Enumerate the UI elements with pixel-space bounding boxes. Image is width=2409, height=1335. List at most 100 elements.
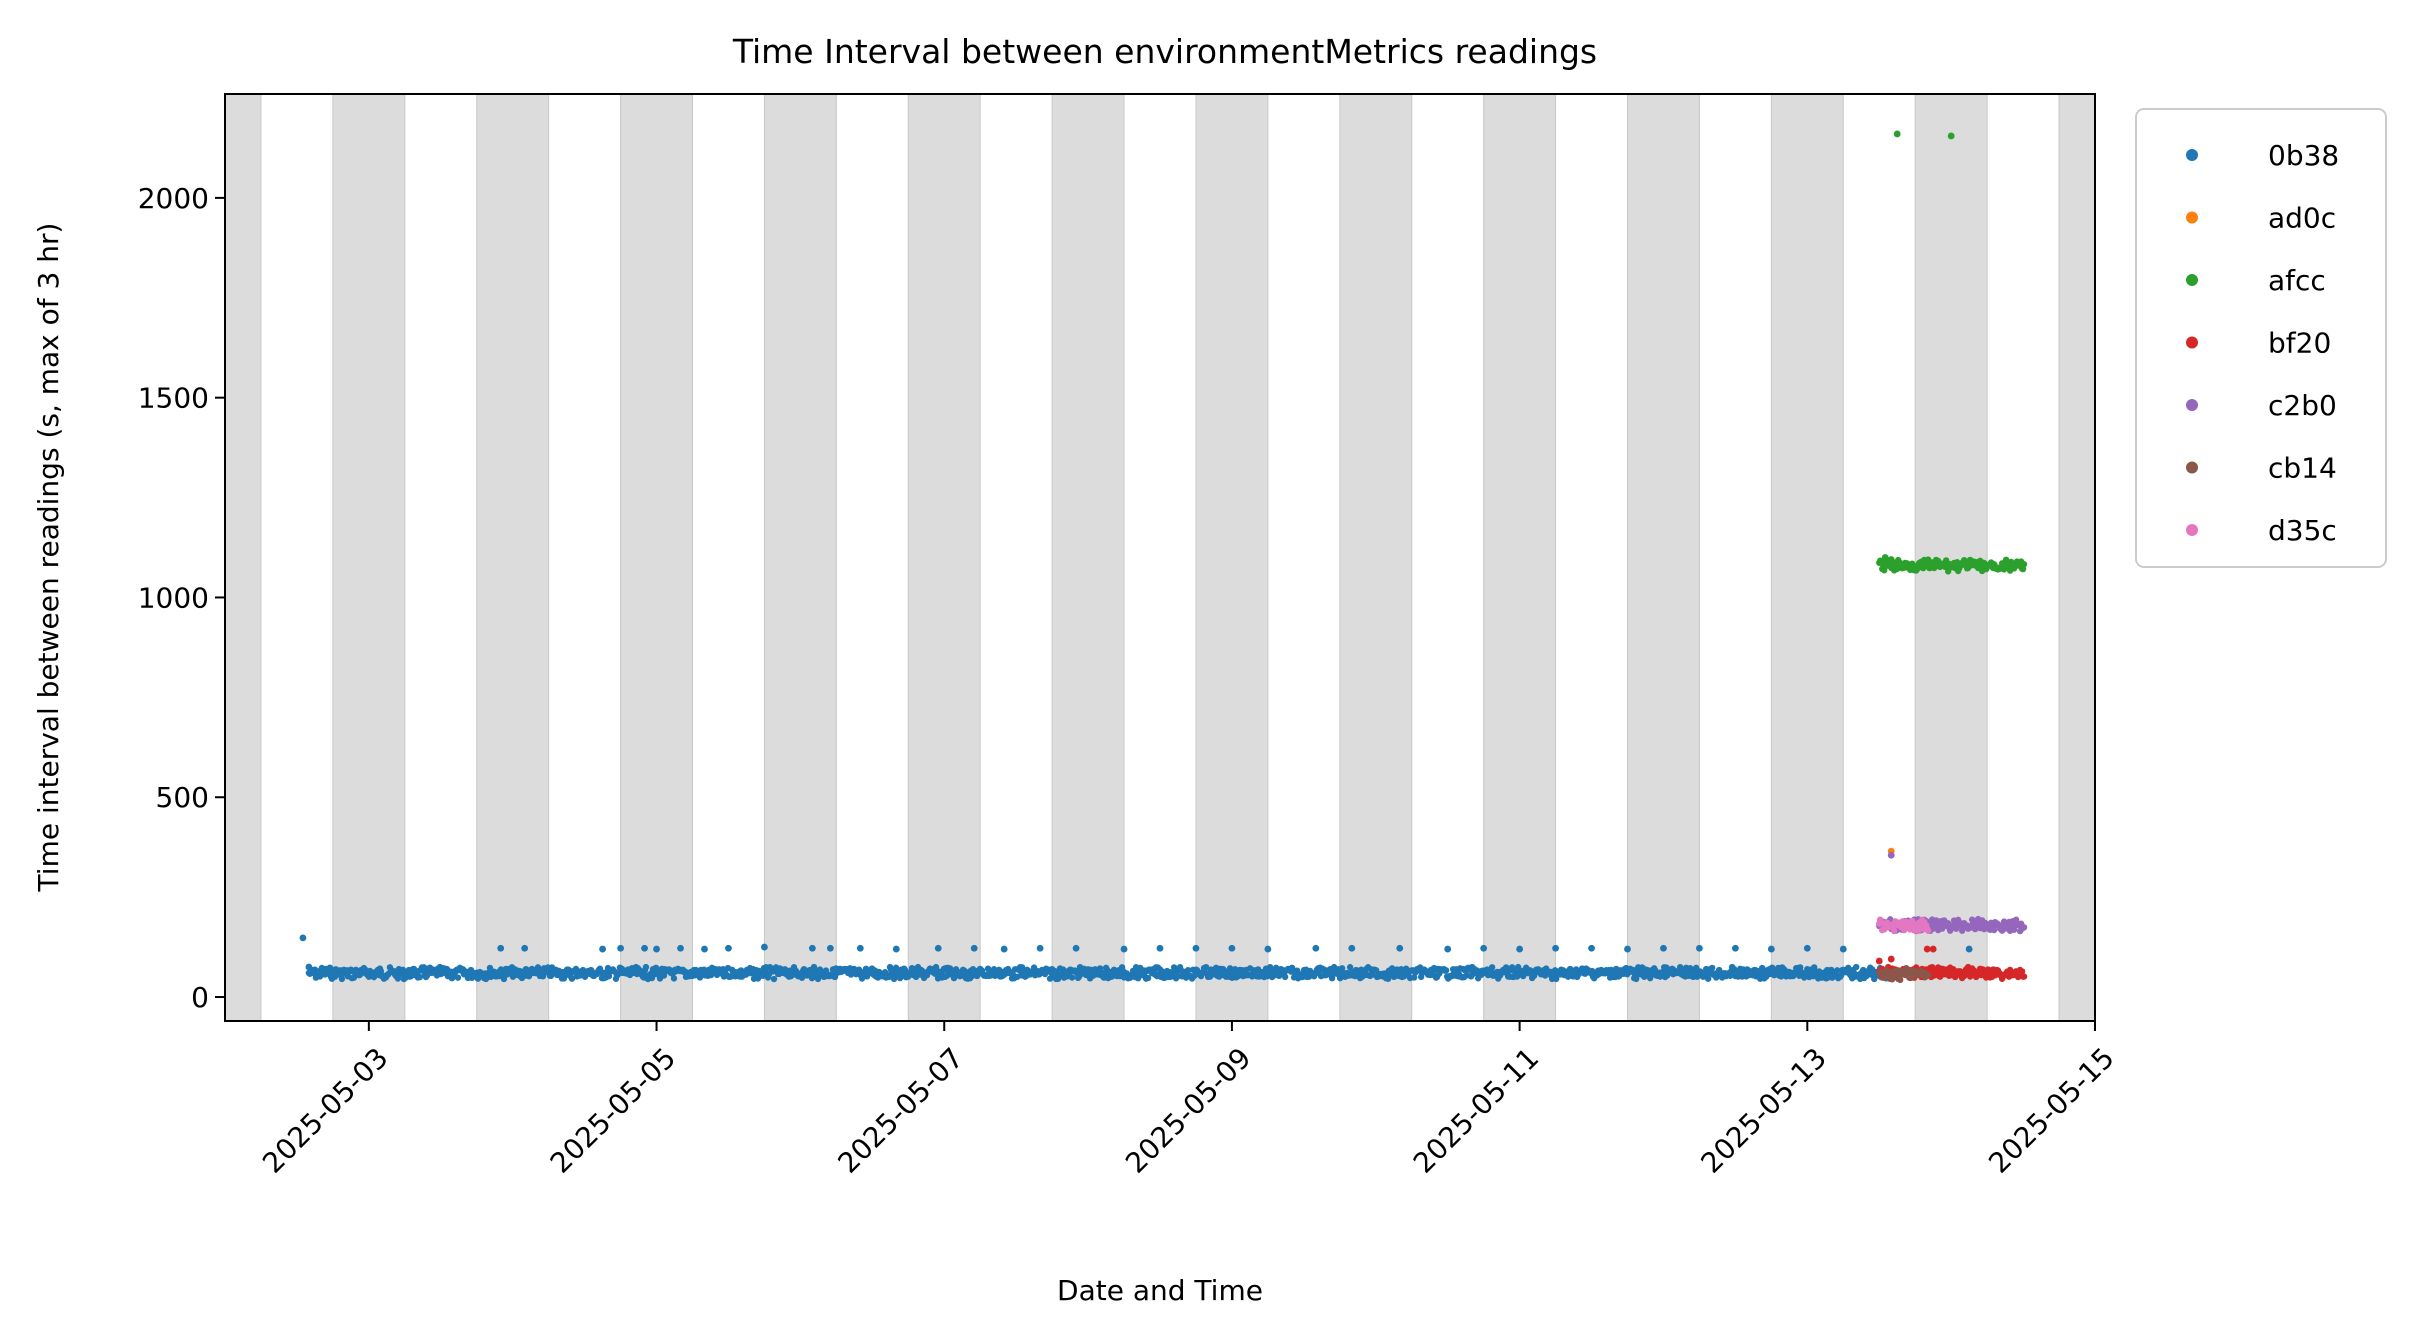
x-tick-label: 2025-05-07 <box>831 1041 969 1179</box>
night-band <box>1770 93 1844 1022</box>
y-axis-label: Time interval between readings (s, max o… <box>32 223 65 893</box>
legend-marker <box>2186 211 2198 224</box>
data-point <box>826 944 834 952</box>
data-point <box>1923 945 1931 953</box>
data-point <box>725 944 732 952</box>
data-point <box>1368 971 1376 978</box>
data-point <box>761 943 768 951</box>
data-point <box>572 965 580 973</box>
data-point <box>1624 945 1631 953</box>
night-band <box>620 93 693 1022</box>
legend-label: cb14 <box>2268 452 2337 485</box>
data-point <box>892 945 900 953</box>
y-tick-label: 500 <box>156 781 209 814</box>
data-point <box>2020 924 2028 931</box>
data-point <box>394 975 402 982</box>
data-point <box>1202 963 1210 971</box>
data-point <box>1990 926 1998 934</box>
plot-frame <box>224 93 2096 1022</box>
data-point <box>497 944 505 952</box>
data-point <box>1965 945 1973 953</box>
data-point <box>1893 130 1901 138</box>
data-point <box>1696 944 1703 952</box>
data-point <box>568 975 576 982</box>
y-axis: 0 500 1000 1500 2000 <box>138 182 225 1014</box>
night-band <box>2058 93 2096 1022</box>
series-d35c <box>1876 916 1932 935</box>
data-point <box>1072 944 1080 952</box>
data-point <box>1552 944 1559 952</box>
legend-label: afcc <box>2268 264 2326 297</box>
y-tick-label: 1000 <box>138 581 209 614</box>
y-tick-label: 2000 <box>138 182 209 215</box>
data-point <box>641 944 648 952</box>
legend: 0b38 ad0c afcc bf20 c2b0 cb14 d35c <box>2135 108 2387 568</box>
x-tick-label: 2025-05-11 <box>1407 1041 1545 1179</box>
data-point <box>454 974 462 981</box>
legend-label: 0b38 <box>2268 139 2339 172</box>
data-point <box>2018 968 2026 975</box>
data-point <box>1708 964 1716 972</box>
data-point <box>1767 945 1775 953</box>
data-point <box>1887 851 1895 859</box>
legend-label: c2b0 <box>2268 389 2337 422</box>
chart-title: Time Interval between environmentMetrics… <box>732 32 1597 71</box>
night-band <box>1195 93 1269 1022</box>
night-shading-bands <box>224 93 2096 1022</box>
data-point <box>1588 944 1595 952</box>
data-point <box>660 972 668 979</box>
x-tick-label: 2025-05-09 <box>1119 1041 1257 1179</box>
legend-marker <box>2186 524 2198 536</box>
x-tick-label: 2025-05-13 <box>1695 1041 1833 1179</box>
data-point <box>1929 945 1937 953</box>
legend-marker <box>2186 274 2198 286</box>
data-point <box>2020 561 2028 568</box>
data-point <box>1552 975 1560 983</box>
data-point <box>642 963 650 971</box>
data-point <box>1564 973 1572 980</box>
data-point <box>950 974 958 982</box>
night-band <box>1627 93 1700 1022</box>
data-point <box>605 972 613 980</box>
data-point <box>617 944 624 952</box>
x-axis-label: Date and Time <box>1057 1274 1263 1307</box>
data-point <box>1704 975 1712 982</box>
legend-marker <box>2186 461 2198 474</box>
legend-marker <box>2186 399 2198 411</box>
data-point <box>1192 944 1200 952</box>
data-point <box>1228 944 1236 952</box>
data-point <box>1875 957 1883 965</box>
data-points <box>299 130 2028 984</box>
data-point <box>1068 974 1076 981</box>
legend-marker <box>2186 149 2198 161</box>
data-point <box>416 973 424 981</box>
data-point <box>1275 972 1283 980</box>
data-point <box>1480 944 1488 952</box>
y-tick-label: 0 <box>191 981 209 1014</box>
y-tick-label: 1500 <box>138 382 209 415</box>
data-point <box>1660 944 1667 952</box>
data-point <box>1632 975 1640 983</box>
night-band <box>1051 93 1125 1022</box>
data-point <box>599 945 606 953</box>
night-band <box>763 93 837 1022</box>
data-point <box>1281 973 1289 981</box>
data-point <box>1502 964 1510 971</box>
data-point <box>1891 927 1898 934</box>
data-point <box>808 944 816 952</box>
data-point <box>1144 974 1152 982</box>
legend-label: ad0c <box>2268 202 2336 235</box>
series-0b38 <box>299 934 1973 983</box>
series-cb14 <box>1876 964 1932 984</box>
data-point <box>856 944 864 952</box>
night-band <box>224 93 262 1022</box>
data-point <box>1887 955 1895 963</box>
data-point <box>1120 945 1128 953</box>
night-band <box>1483 93 1557 1022</box>
data-point <box>1839 945 1847 953</box>
series-bf20 <box>1875 945 2028 982</box>
data-point <box>822 967 830 974</box>
data-point <box>1924 971 1932 979</box>
data-point <box>1897 976 1904 984</box>
